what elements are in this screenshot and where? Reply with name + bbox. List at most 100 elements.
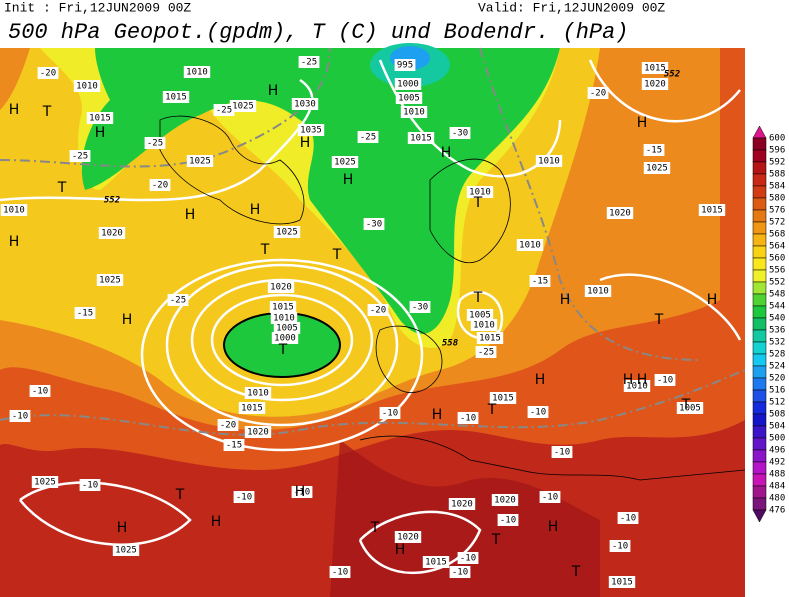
temperature-label-box [167, 294, 189, 306]
pressure-center: H [637, 372, 648, 388]
pressure-center: H [185, 207, 196, 223]
color-bar-label: 484 [769, 482, 785, 492]
temperature-label-box [475, 346, 497, 358]
height-label: 552 [664, 70, 680, 80]
pressure-center: T [473, 290, 483, 306]
temperature-label: -25 [360, 133, 376, 143]
temperature-label-box [69, 150, 91, 162]
temperature-label-box [617, 512, 639, 524]
init-time: Init : Fri,12JUN2009 00Z [4, 0, 191, 15]
temperature-label: -10 [12, 412, 28, 422]
temperature-label: -10 [332, 568, 348, 578]
pressure-center: T [571, 564, 581, 580]
temperature-label: -10 [620, 514, 636, 524]
temperature-label: -30 [412, 303, 428, 313]
pressure-label: 1020 [644, 80, 666, 90]
temperature-label-box [457, 412, 479, 424]
temperature-label: -15 [77, 309, 93, 319]
pressure-label: 1015 [644, 64, 666, 74]
pressure-center: H [432, 407, 443, 423]
pressure-center: T [473, 195, 483, 211]
pressure-label: 1010 [403, 108, 425, 118]
color-bar: 600 596 592 588 584 580 576 572 568 564 560 556 552 5… [752, 125, 785, 523]
pressure-label: 1015 [89, 114, 111, 124]
temperature-label: -10 [657, 376, 673, 386]
pressure-center: T [332, 247, 342, 263]
pressure-center: H [548, 519, 559, 535]
color-swatch [752, 173, 767, 187]
temperature-label-box [449, 127, 471, 139]
temperature-label-box [298, 56, 320, 68]
pressure-center: H [122, 312, 133, 328]
color-bar-label: 488 [769, 470, 785, 480]
pressure-label-box [535, 155, 563, 167]
pressure-label-box [476, 332, 504, 344]
temperature-label-box [539, 491, 561, 503]
pressure-label: 1025 [334, 158, 356, 168]
temperature-label: -10 [554, 448, 570, 458]
pressure-label-box [244, 387, 272, 399]
pressure-center: H [560, 292, 571, 308]
pressure-label-box [331, 156, 359, 168]
temperature-label: -25 [216, 106, 232, 116]
color-swatch [752, 425, 767, 439]
color-bar-label: 508 [769, 410, 785, 420]
pressure-label: 1030 [294, 100, 316, 110]
temperature-label: -20 [370, 306, 386, 316]
pressure-label: 1015 [492, 394, 514, 404]
temperature-label: -15 [532, 277, 548, 287]
color-bar-label: 592 [769, 158, 785, 168]
pressure-center: T [491, 532, 501, 548]
pressure-label: 1035 [300, 126, 322, 136]
pressure-label: 1020 [397, 533, 419, 543]
color-bar-label: 568 [769, 230, 785, 240]
color-swatch [752, 329, 767, 343]
color-bar-label: 528 [769, 350, 785, 360]
pressure-center: H [343, 172, 354, 188]
temperature-label-box [529, 275, 551, 287]
pressure-label-box [698, 204, 726, 216]
pressure-label-box [395, 92, 423, 104]
pressure-label: 1015 [701, 206, 723, 216]
color-swatch [752, 149, 767, 163]
pressure-label: 1025 [115, 546, 137, 556]
pressure-label-box [448, 498, 476, 510]
pressure-label: 1010 [587, 287, 609, 297]
temperature-label: -25 [170, 296, 186, 306]
pressure-label: 1010 [538, 157, 560, 167]
pressure-label-box [73, 80, 101, 92]
color-swatch [752, 353, 767, 367]
temperature-label-box [217, 419, 239, 431]
pressure-label: 1020 [609, 209, 631, 219]
color-bar-label: 600 [769, 134, 785, 144]
pressure-center: T [681, 397, 691, 413]
temperature-label: -20 [220, 421, 236, 431]
color-bar-cap-bottom [752, 509, 767, 523]
pressure-label-box [407, 132, 435, 144]
temperature-label-box [79, 479, 101, 491]
pressure-label: 1020 [247, 428, 269, 438]
pressure-label: 1020 [270, 283, 292, 293]
pressure-label-box [584, 285, 612, 297]
pressure-label: 1020 [101, 229, 123, 239]
pressure-center: H [95, 125, 106, 141]
color-swatch [752, 185, 767, 199]
pressure-label: 1015 [241, 404, 263, 414]
pressure-label: 1015 [410, 134, 432, 144]
color-bar-label: 476 [769, 506, 785, 516]
pressure-label: 1025 [232, 102, 254, 112]
pressure-label-box [489, 392, 517, 404]
temperature-label: -20 [152, 181, 168, 191]
color-swatch [752, 401, 767, 415]
temperature-label: -30 [366, 220, 382, 230]
temperature-label-box [587, 87, 609, 99]
pressure-center: H [9, 234, 20, 250]
color-swatch [752, 197, 767, 211]
temperature-label: -10 [460, 554, 476, 564]
pressure-center: T [260, 242, 270, 258]
pressure-center: H [441, 145, 452, 161]
pressure-label-box [96, 274, 124, 286]
temperature-label-box [654, 374, 676, 386]
pressure-label-box [244, 426, 272, 438]
